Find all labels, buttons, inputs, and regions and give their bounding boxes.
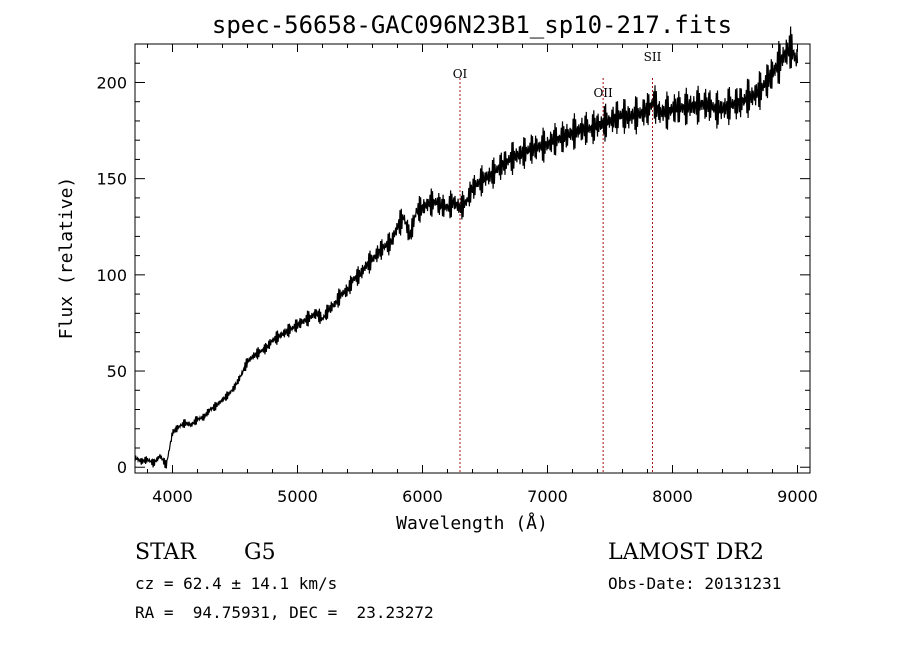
x-tick-label: 5000 (277, 487, 318, 506)
x-axis-ticks: 4000 5000 6000 7000 8000 9000 (147, 44, 818, 506)
redshift-value: cz = 62.4 ± 14.1 km/s (135, 574, 338, 593)
observation-date: Obs-Date: 20131231 (608, 574, 782, 593)
spectral-line-label: SII (644, 50, 662, 64)
coordinates: RA = 94.75931, DEC = 23.23272 (135, 603, 434, 622)
object-class: STAR (135, 540, 196, 565)
x-tick-label: 6000 (402, 487, 443, 506)
x-tick-label: 9000 (777, 487, 818, 506)
y-axis-label: Flux (relative) (56, 177, 77, 340)
y-tick-label: 100 (96, 266, 127, 285)
survey-name: LAMOST DR2 (608, 540, 764, 565)
spectral-line-label: OI (453, 67, 468, 81)
y-tick-label: 150 (96, 170, 127, 189)
y-tick-label: 0 (117, 458, 127, 477)
spectral-line-markers: OI OII SII (453, 50, 662, 473)
chart-title: spec-56658-GAC096N23B1_sp10-217.fits (212, 11, 732, 39)
x-tick-label: 8000 (652, 487, 693, 506)
x-tick-label: 7000 (527, 487, 568, 506)
y-axis-ticks: 0 50 100 150 200 (96, 43, 810, 477)
x-tick-label: 4000 (152, 487, 193, 506)
spectrum-line (134, 26, 799, 469)
x-axis-label: Wavelength (Å) (396, 512, 548, 534)
spectral-line-label: OII (593, 86, 613, 100)
y-tick-label: 50 (107, 362, 127, 381)
object-subclass: G5 (244, 540, 276, 565)
y-tick-label: 200 (96, 73, 127, 92)
